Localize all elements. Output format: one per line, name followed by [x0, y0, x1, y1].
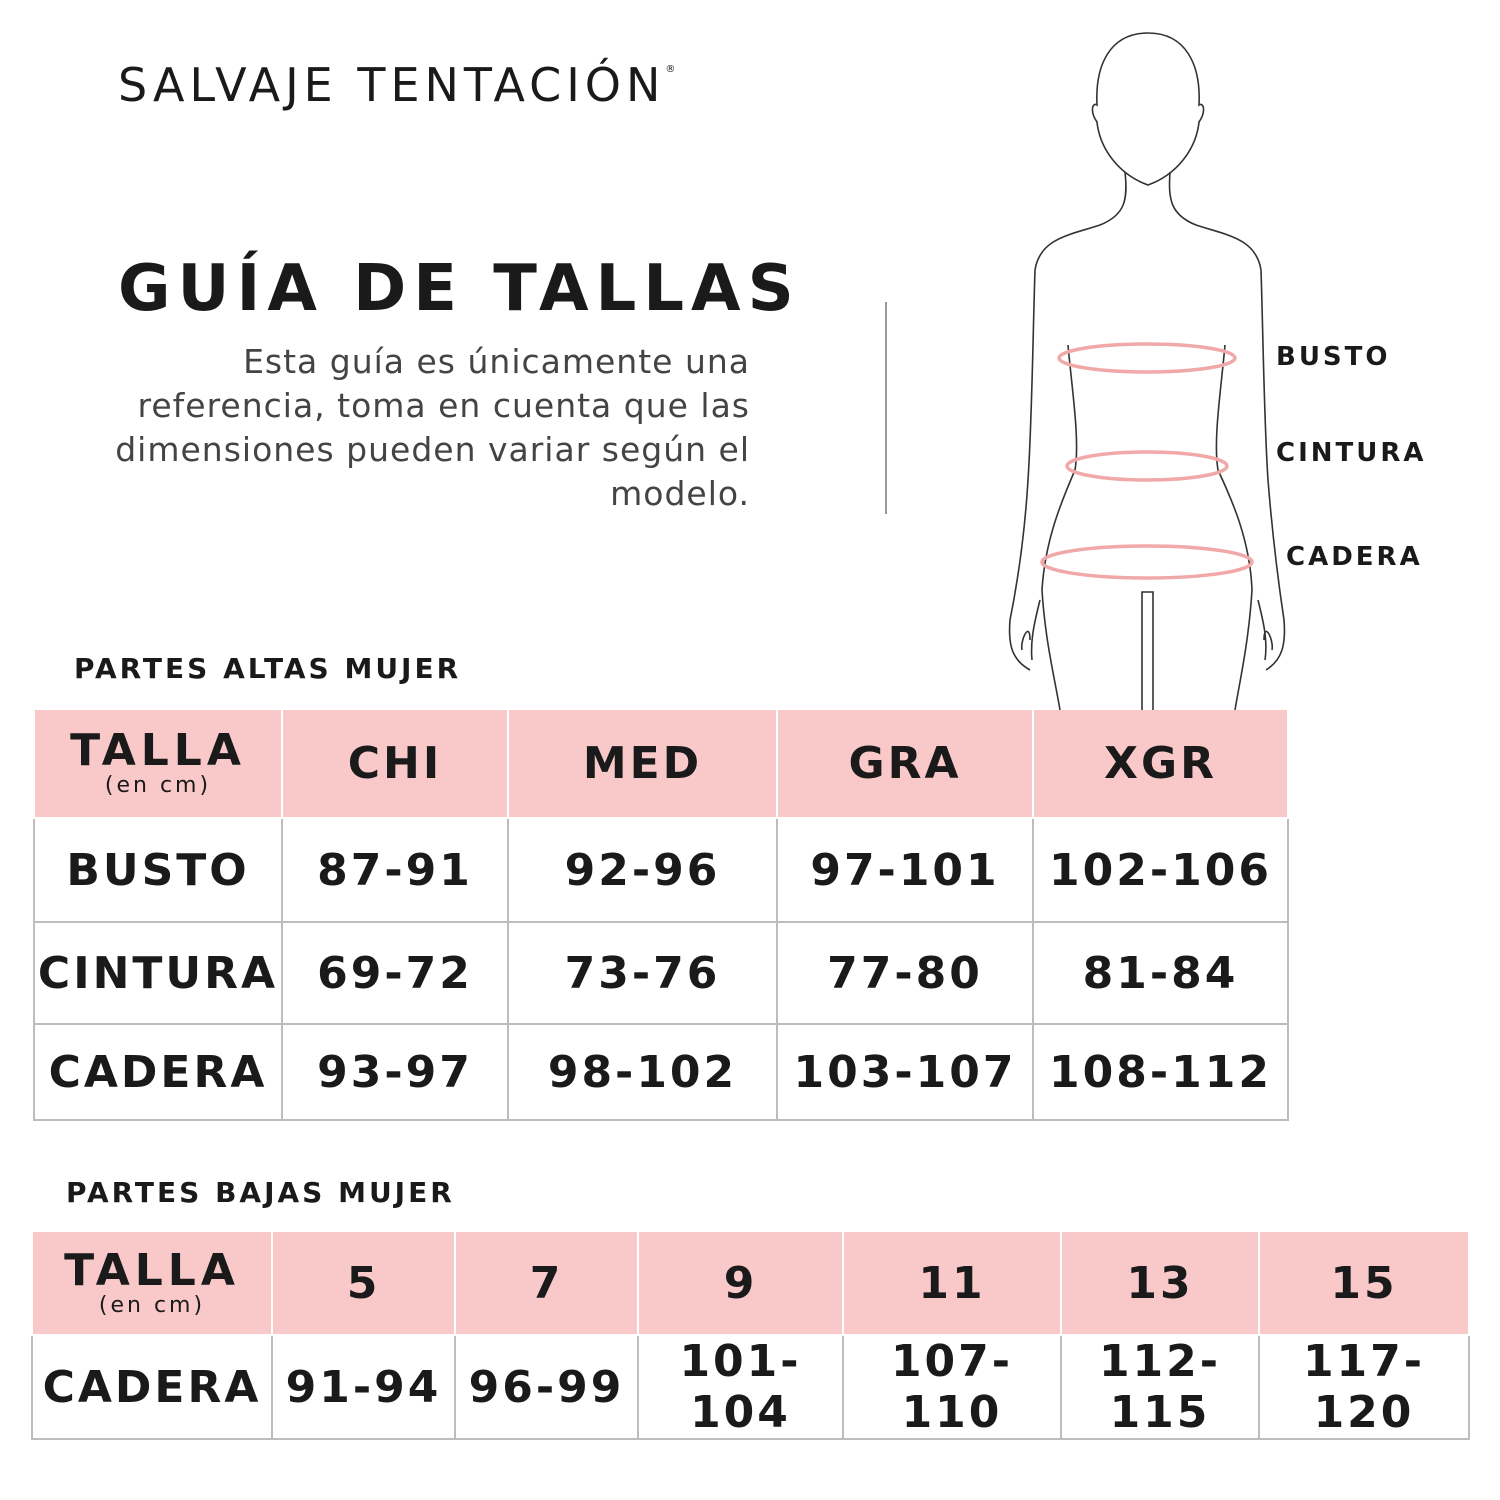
registered-mark: ®	[665, 64, 676, 75]
tops-heading: PARTES ALTAS MUJER	[74, 652, 462, 685]
body-figure-illustration	[1008, 32, 1286, 711]
table-cell: 73-76	[507, 921, 778, 1025]
column-header: 15	[1258, 1232, 1470, 1336]
table-row: BUSTO 87-91 92-96 97-101 102-106	[33, 817, 1289, 923]
table-row: CINTURA 69-72 73-76 77-80 81-84	[33, 921, 1289, 1025]
table-cell: 93-97	[281, 1023, 509, 1121]
figure-label-cintura: CINTURA	[1276, 438, 1427, 468]
table-cell: 77-80	[776, 921, 1034, 1025]
unit-label: (en cm)	[104, 773, 212, 798]
table-cell: 102-106	[1032, 817, 1289, 923]
table-cell: 96-99	[454, 1334, 639, 1440]
table-row: CADERA 93-97 98-102 103-107 108-112	[33, 1023, 1289, 1121]
table-cell: 87-91	[281, 817, 509, 923]
table-cell: 112-115	[1060, 1334, 1260, 1440]
bottoms-heading: PARTES BAJAS MUJER	[66, 1176, 455, 1209]
table-cell: 69-72	[281, 921, 509, 1025]
table-cell: 97-101	[776, 817, 1034, 923]
column-header: 7	[454, 1232, 639, 1336]
page-title: GUÍA DE TALLAS	[118, 252, 801, 326]
table-header-row: TALLA (en cm) CHI MED GRA XGR	[33, 710, 1289, 819]
bottoms-size-table: TALLA (en cm) 5 7 9 11 13 15 CADERA 91-94…	[31, 1232, 1470, 1440]
column-header: XGR	[1032, 710, 1289, 819]
figure-label-busto: BUSTO	[1276, 342, 1391, 372]
table-cell: 81-84	[1032, 921, 1289, 1025]
column-header: GRA	[776, 710, 1034, 819]
column-header: MED	[507, 710, 778, 819]
row-label: BUSTO	[33, 817, 283, 923]
divider	[885, 302, 887, 514]
row-label: CINTURA	[33, 921, 283, 1025]
table-cell: 103-107	[776, 1023, 1034, 1121]
row-label: CADERA	[33, 1023, 283, 1121]
tops-size-table: TALLA (en cm) CHI MED GRA XGR BUSTO 87-91…	[33, 710, 1289, 1121]
row-label: CADERA	[31, 1334, 273, 1440]
column-header: CHI	[281, 710, 509, 819]
column-header: 9	[637, 1232, 844, 1336]
table-cell: 98-102	[507, 1023, 778, 1121]
figure-label-cadera: CADERA	[1286, 542, 1423, 572]
talla-header: TALLA (en cm)	[31, 1232, 273, 1336]
table-header-row: TALLA (en cm) 5 7 9 11 13 15	[31, 1232, 1470, 1336]
table-cell: 91-94	[271, 1334, 456, 1440]
column-header: 11	[842, 1232, 1062, 1336]
column-header: 5	[271, 1232, 456, 1336]
talla-label: TALLA	[70, 725, 246, 776]
talla-header: TALLA (en cm)	[33, 710, 283, 819]
table-cell: 108-112	[1032, 1023, 1289, 1121]
unit-label: (en cm)	[98, 1292, 206, 1318]
table-cell: 117-120	[1258, 1334, 1470, 1440]
table-cell: 107-110	[842, 1334, 1062, 1440]
table-cell: 101-104	[637, 1334, 844, 1440]
column-header: 13	[1060, 1232, 1260, 1336]
description: Esta guía es únicamente una referencia, …	[115, 342, 750, 513]
talla-label: TALLA	[64, 1244, 240, 1296]
table-row: CADERA 91-94 96-99 101-104 107-110 112-1…	[31, 1334, 1470, 1440]
brand-name: SALVAJE TENTACIÓN	[118, 58, 666, 112]
brand-logo: SALVAJE TENTACIÓN®	[118, 58, 675, 112]
table-cell: 92-96	[507, 817, 778, 923]
